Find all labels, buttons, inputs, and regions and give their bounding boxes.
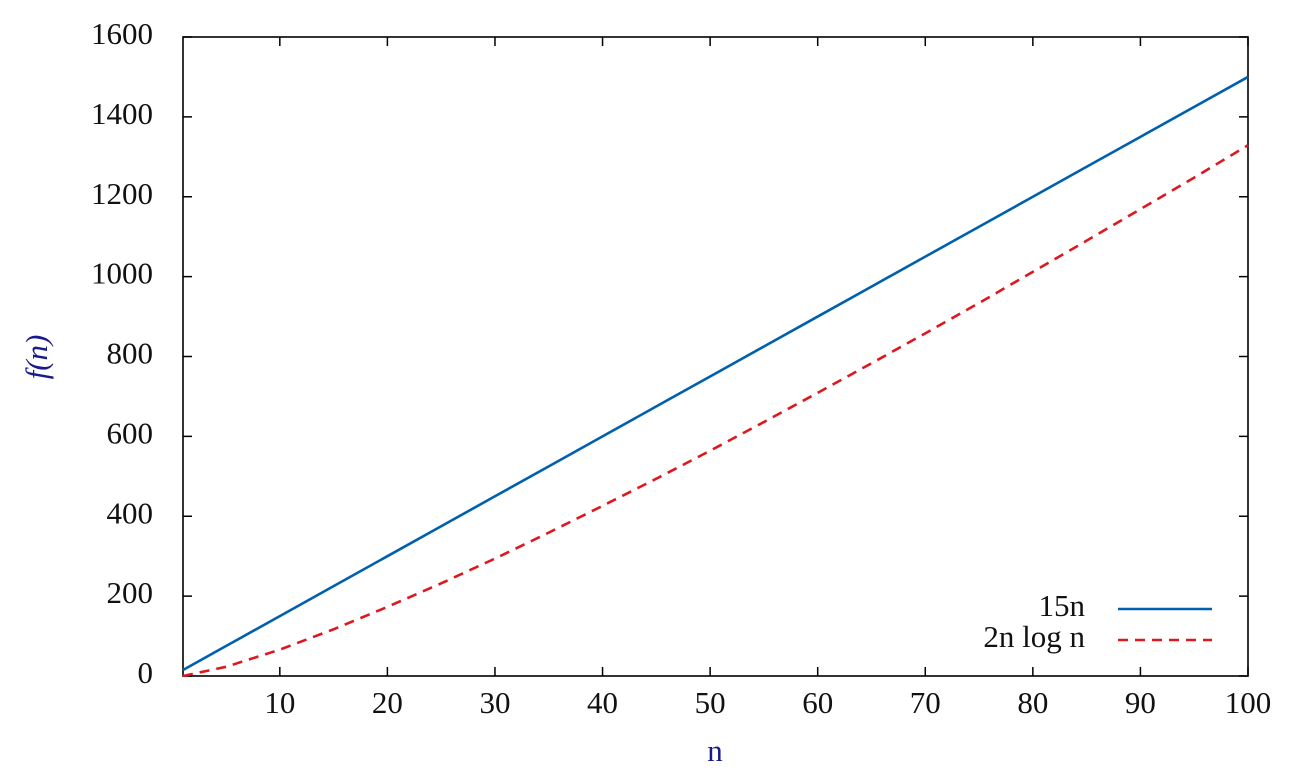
x-tick-label: 100 [1225, 685, 1272, 720]
legend-label: 15n [1039, 588, 1086, 623]
x-tick-label: 40 [587, 685, 618, 720]
y-tick-label: 1600 [91, 16, 153, 51]
x-tick-label: 90 [1125, 685, 1156, 720]
y-tick-label: 1400 [91, 96, 153, 131]
y-tick-label: 1000 [91, 256, 153, 291]
x-tick-label: 80 [1017, 685, 1048, 720]
y-tick-label: 400 [107, 495, 154, 530]
y-tick-label: 0 [138, 655, 154, 690]
x-tick-label: 20 [372, 685, 403, 720]
y-tick-label: 600 [107, 415, 154, 450]
x-tick-label: 30 [479, 685, 510, 720]
legend-label: 2n log n [983, 619, 1085, 654]
y-tick-label: 200 [107, 575, 154, 610]
series-line [182, 75, 1249, 672]
y-axis-label: f(n) [19, 335, 54, 380]
x-axis-label: n [707, 733, 723, 768]
series-line [182, 144, 1249, 678]
x-tick-label: 60 [802, 685, 833, 720]
x-tick-label: 50 [695, 685, 726, 720]
y-tick-label: 1200 [91, 176, 153, 211]
x-tick-label: 10 [264, 685, 295, 720]
y-tick-label: 800 [107, 336, 154, 371]
x-tick-label: 70 [910, 685, 941, 720]
